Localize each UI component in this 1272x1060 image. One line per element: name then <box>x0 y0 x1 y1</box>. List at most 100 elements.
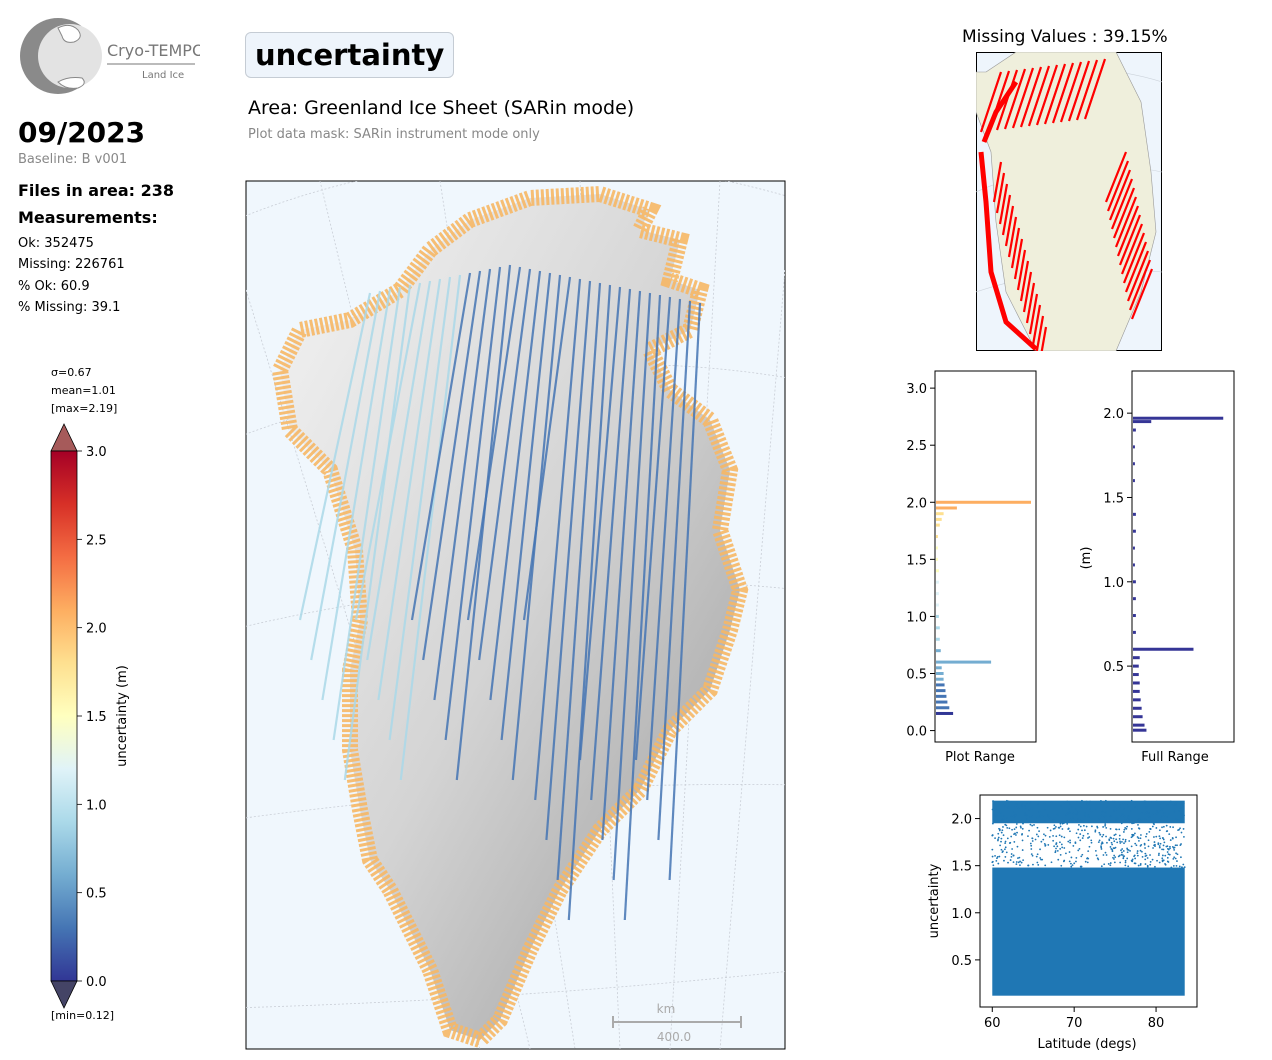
scatter-points <box>991 799 1186 996</box>
missing-track <box>1025 282 1036 324</box>
scatter-point <box>1136 850 1139 852</box>
scatter-point <box>1070 805 1073 808</box>
scatter-point <box>1102 854 1105 856</box>
scatter-point <box>1107 802 1110 804</box>
sarin-track <box>601 290 642 841</box>
scatter-point <box>1143 842 1146 845</box>
scatter-point <box>1158 861 1161 864</box>
sarin-track <box>444 266 502 741</box>
scatter-point <box>1179 820 1182 823</box>
lat-label-60-west: 60°N <box>205 997 238 1012</box>
scatter-point <box>1109 862 1112 864</box>
scatter-point <box>1123 855 1126 857</box>
scatter-point <box>1128 818 1130 821</box>
scatter-point <box>1030 853 1033 856</box>
sarin-track <box>545 280 592 841</box>
scatter-point <box>1080 855 1083 858</box>
missing-track <box>1003 68 1027 130</box>
scatter-point <box>1068 811 1071 814</box>
main-map: 80°N 75°N 75°N 70°N 70°N 65°N 65°N 60°N … <box>205 180 786 1050</box>
scatter-point <box>1067 801 1070 803</box>
histogram-bar <box>936 660 992 664</box>
scatter-point <box>1081 853 1084 856</box>
scatter-point <box>1025 814 1028 817</box>
scatter-point <box>1086 803 1089 806</box>
histogram-bar <box>936 683 945 687</box>
scatter-point <box>1149 860 1152 863</box>
histogram-bar <box>936 706 950 710</box>
scatter-point <box>1070 856 1073 859</box>
scatter-point <box>1182 863 1185 866</box>
scatter-point <box>1140 844 1143 846</box>
scatter-point <box>1035 855 1038 858</box>
histogram-bar <box>1133 630 1136 634</box>
missing-track <box>1035 64 1059 126</box>
scatter-point <box>1147 845 1150 848</box>
scatter-point <box>1179 807 1182 810</box>
scatter-point <box>1127 865 1130 868</box>
scatter-point <box>1136 854 1139 857</box>
colorbar-sigma: σ=0.67 <box>51 366 92 379</box>
logo-antarctica-icon <box>57 77 85 89</box>
scatter-point <box>1174 804 1177 807</box>
scatter-point <box>1007 806 1010 809</box>
scatter-point <box>1059 825 1062 828</box>
scatter-point <box>1059 822 1062 825</box>
scatter-point <box>1151 858 1154 861</box>
scatter-point <box>991 860 994 863</box>
scatter-point <box>1141 855 1144 858</box>
scatter-point <box>1123 828 1126 831</box>
scatter-point <box>1042 838 1045 841</box>
scatter-point <box>1027 835 1029 838</box>
logo-subtitle: Land Ice <box>142 70 184 81</box>
histogram-bar <box>1133 689 1140 693</box>
scatter-point <box>1104 823 1107 826</box>
scatter-point <box>1140 812 1143 814</box>
scatter-point <box>998 808 1001 811</box>
scalebar-value: 400.0 <box>657 1030 691 1044</box>
scatter-point <box>1037 803 1040 805</box>
scatter-point <box>1161 848 1163 851</box>
scatter-point <box>1169 847 1171 850</box>
scatter-point <box>1124 840 1127 843</box>
scatter-point <box>1044 820 1046 822</box>
scatter-point <box>1030 844 1033 847</box>
scatter-point <box>1012 861 1015 864</box>
scatter-point <box>1075 820 1078 823</box>
scatter-point <box>1113 861 1116 864</box>
scatter-point <box>1123 815 1126 818</box>
histogram-bar <box>1133 445 1135 449</box>
scatter-point <box>1175 801 1178 804</box>
scatter-point <box>1073 862 1076 865</box>
scatter-point <box>1081 799 1083 802</box>
scatter-point <box>992 819 995 822</box>
scatter-point <box>1140 850 1143 853</box>
scatter-point <box>1179 844 1182 846</box>
scatter-point <box>1000 848 1003 851</box>
scatter-point <box>1004 846 1007 849</box>
scatter-point <box>1020 819 1023 822</box>
scatter-point <box>994 808 997 811</box>
missing-track <box>1004 205 1015 247</box>
scatter-point <box>1147 839 1150 842</box>
scatter-point <box>1115 818 1117 821</box>
scatter-point <box>1021 803 1023 806</box>
scatter-point <box>1075 832 1078 835</box>
scatter-point <box>1127 816 1130 819</box>
scatter-point <box>1103 863 1106 866</box>
scatter-point <box>1163 802 1166 805</box>
scatter-point <box>1002 850 1004 853</box>
scatter-point <box>1096 826 1099 829</box>
sarin-track <box>433 268 492 701</box>
sarin-track <box>612 292 652 881</box>
scatter-point <box>1036 826 1039 829</box>
scatter-point <box>991 808 994 811</box>
scatter-point <box>1110 815 1112 818</box>
scatter-point <box>1133 862 1136 865</box>
scatter-point <box>1158 846 1161 849</box>
scatter-point <box>1130 799 1133 802</box>
scatter-point <box>1100 814 1103 817</box>
histogram-bar <box>1133 698 1141 702</box>
missing-track <box>1120 223 1144 275</box>
scatter-point <box>1059 841 1061 844</box>
